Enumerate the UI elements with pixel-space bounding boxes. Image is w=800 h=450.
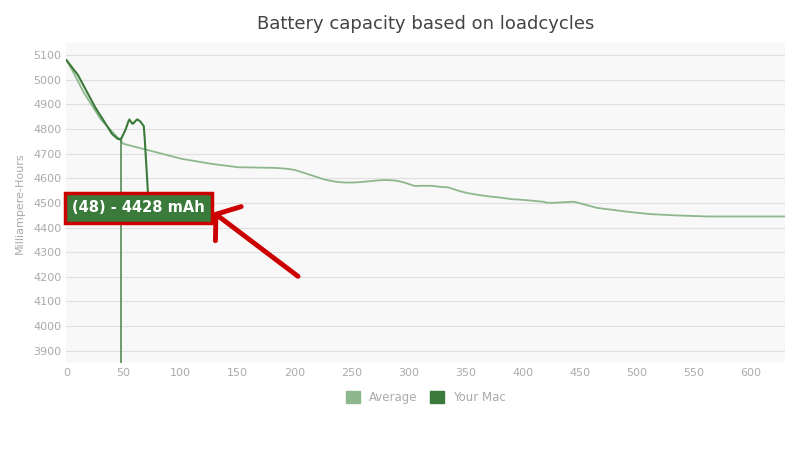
Y-axis label: Milliampere-Hours: Milliampere-Hours xyxy=(15,152,25,254)
Text: (48) - 4428 mAh: (48) - 4428 mAh xyxy=(72,200,205,216)
Legend: Average, Your Mac: Average, Your Mac xyxy=(341,386,510,408)
Title: Battery capacity based on loadcycles: Battery capacity based on loadcycles xyxy=(257,15,594,33)
